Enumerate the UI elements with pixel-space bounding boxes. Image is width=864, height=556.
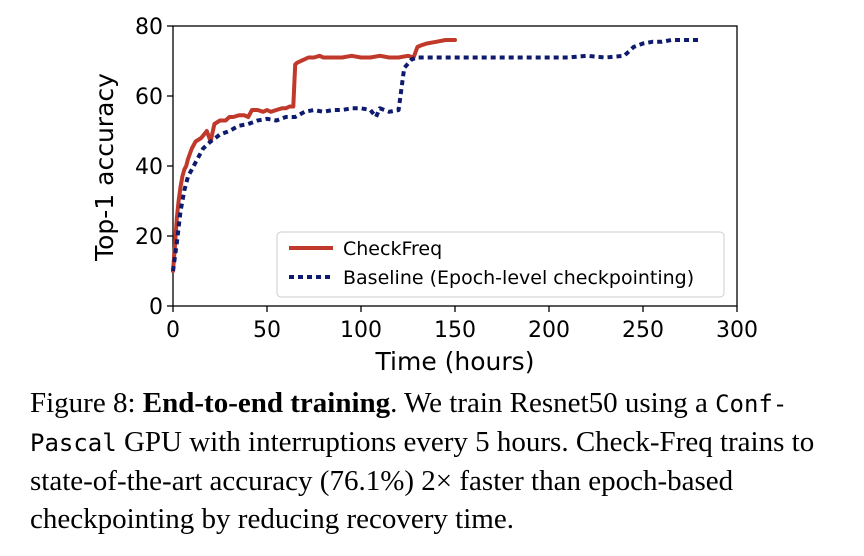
caption-text-part1: . We train Resnet50 using a: [390, 387, 716, 419]
y-tick-label: 0: [149, 295, 163, 320]
x-tick-label: 250: [622, 318, 664, 343]
caption-gpu-name: Conf-Pascal: [30, 390, 788, 457]
legend: CheckFreq Baseline (Epoch-level checkpoin…: [276, 231, 725, 298]
caption-bold-title: End-to-end training: [142, 387, 391, 419]
x-tick-label: 50: [253, 318, 281, 343]
y-tick-label: 20: [135, 225, 163, 250]
y-tick-label: 40: [135, 155, 163, 180]
caption-figure-label: Figure 8:: [30, 387, 143, 419]
figure-caption: Figure 8: End-to-end training. We train …: [30, 384, 850, 538]
y-tick-label: 60: [135, 85, 163, 110]
caption-text-part2: GPU with interruptions every 5 hours. Ch…: [30, 426, 815, 535]
legend-box: [276, 231, 725, 298]
x-tick-label: 150: [434, 318, 476, 343]
x-axis-label: Time (hours): [375, 347, 535, 376]
x-tick-label: 0: [166, 318, 180, 343]
y-tick-label: 80: [135, 15, 163, 40]
line-chart: 0 50 100 150 200 250 300 0 20 40 60 80 CheckFreq Bas…: [90, 15, 758, 376]
axis-ticks: 0 50 100 150 200 250 300 0 20 40 60 80: [135, 15, 758, 343]
series-line-checkfreq: [171, 38, 457, 273]
series-line-baseline: [171, 38, 700, 272]
x-tick-label: 100: [340, 318, 382, 343]
x-tick-label: 200: [528, 318, 570, 343]
series-lines: [171, 38, 700, 273]
x-tick-label: 300: [716, 318, 758, 343]
legend-entry: Baseline (Epoch-level checkpointing): [343, 267, 694, 289]
legend-entry: CheckFreq: [343, 238, 442, 260]
y-axis-label: Top-1 accuracy: [90, 73, 119, 262]
